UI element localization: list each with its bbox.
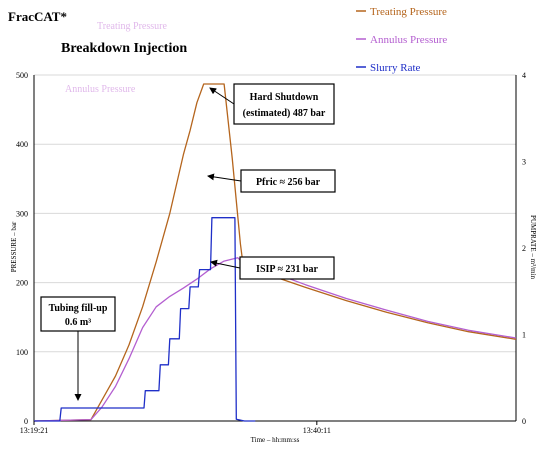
annotation-text: (estimated) 487 bar [243, 108, 326, 119]
legend: Treating Pressure Annulus Pressure Slurr… [356, 6, 447, 74]
annotation-box [233, 83, 335, 125]
annotation-text: Hard Shutdown [250, 92, 319, 103]
legend-label-treating: Treating Pressure [370, 6, 447, 18]
ghost-label-1: Treating Pressure [97, 21, 167, 32]
tick-layer: 0 100 200 300 400 500 0 1 2 3 4 13:19:21 13:40:11 [16, 71, 526, 435]
annotation-fillup: Tubing fill-up 0.6 m³ [40, 296, 116, 401]
annotation-text: Tubing fill-up [49, 303, 108, 314]
series-line-slurry-rate [34, 217, 256, 422]
y-tick-label-left: 100 [16, 348, 28, 357]
x-axis-title: Time – hh:mm:ss [251, 436, 300, 444]
y-tick-label-right: 1 [522, 331, 526, 340]
legend-label-slurry: Slurry Rate [370, 62, 421, 74]
series-line-annulus-pressure [33, 257, 517, 422]
annotation-text: ISIP ≈ 231 bar [256, 264, 318, 275]
axes [33, 75, 517, 422]
legend-label-annulus: Annulus Pressure [370, 34, 447, 46]
x-tick-label: 13:40:11 [303, 426, 331, 435]
brand-label: FracCAT* [8, 9, 67, 24]
series-line-treating-pressure [33, 83, 517, 422]
series-layer [33, 83, 517, 422]
y-tick-label-left: 200 [16, 279, 28, 288]
y-tick-label-right: 3 [522, 158, 526, 167]
y-tick-label-left: 400 [16, 140, 28, 149]
y-tick-label-left: 500 [16, 71, 28, 80]
y-tick-label-left: 0 [24, 417, 28, 426]
annotation-arrow [207, 173, 242, 182]
chart-title: Breakdown Injection [61, 41, 187, 56]
annotation-arrow [209, 87, 235, 105]
annotation-text: 0.6 m³ [65, 317, 91, 328]
x-tick-label: 13:19:21 [20, 426, 48, 435]
y-tick-label-left: 300 [16, 209, 28, 218]
ghost-label-2: Annulus Pressure [65, 84, 136, 95]
y-tick-label-right: 0 [522, 417, 526, 426]
annotation-isip: ISIP ≈ 231 bar [210, 256, 335, 280]
annotation-arrow [210, 259, 241, 269]
y-tick-label-right: 4 [522, 71, 526, 80]
y-axis-left-title: PRESSURE – bar [10, 221, 18, 272]
annotation-box [40, 296, 116, 332]
gridlines [34, 74, 516, 422]
annotation-pfric: Pfric ≈ 256 bar [207, 169, 336, 193]
y-tick-label-right: 2 [522, 244, 526, 253]
y-axis-right-title: PUMPRATE – m³/min [529, 215, 537, 279]
annotation-text: Pfric ≈ 256 bar [256, 177, 321, 188]
annotation-shutdown: Hard Shutdown (estimated) 487 bar [209, 83, 335, 125]
